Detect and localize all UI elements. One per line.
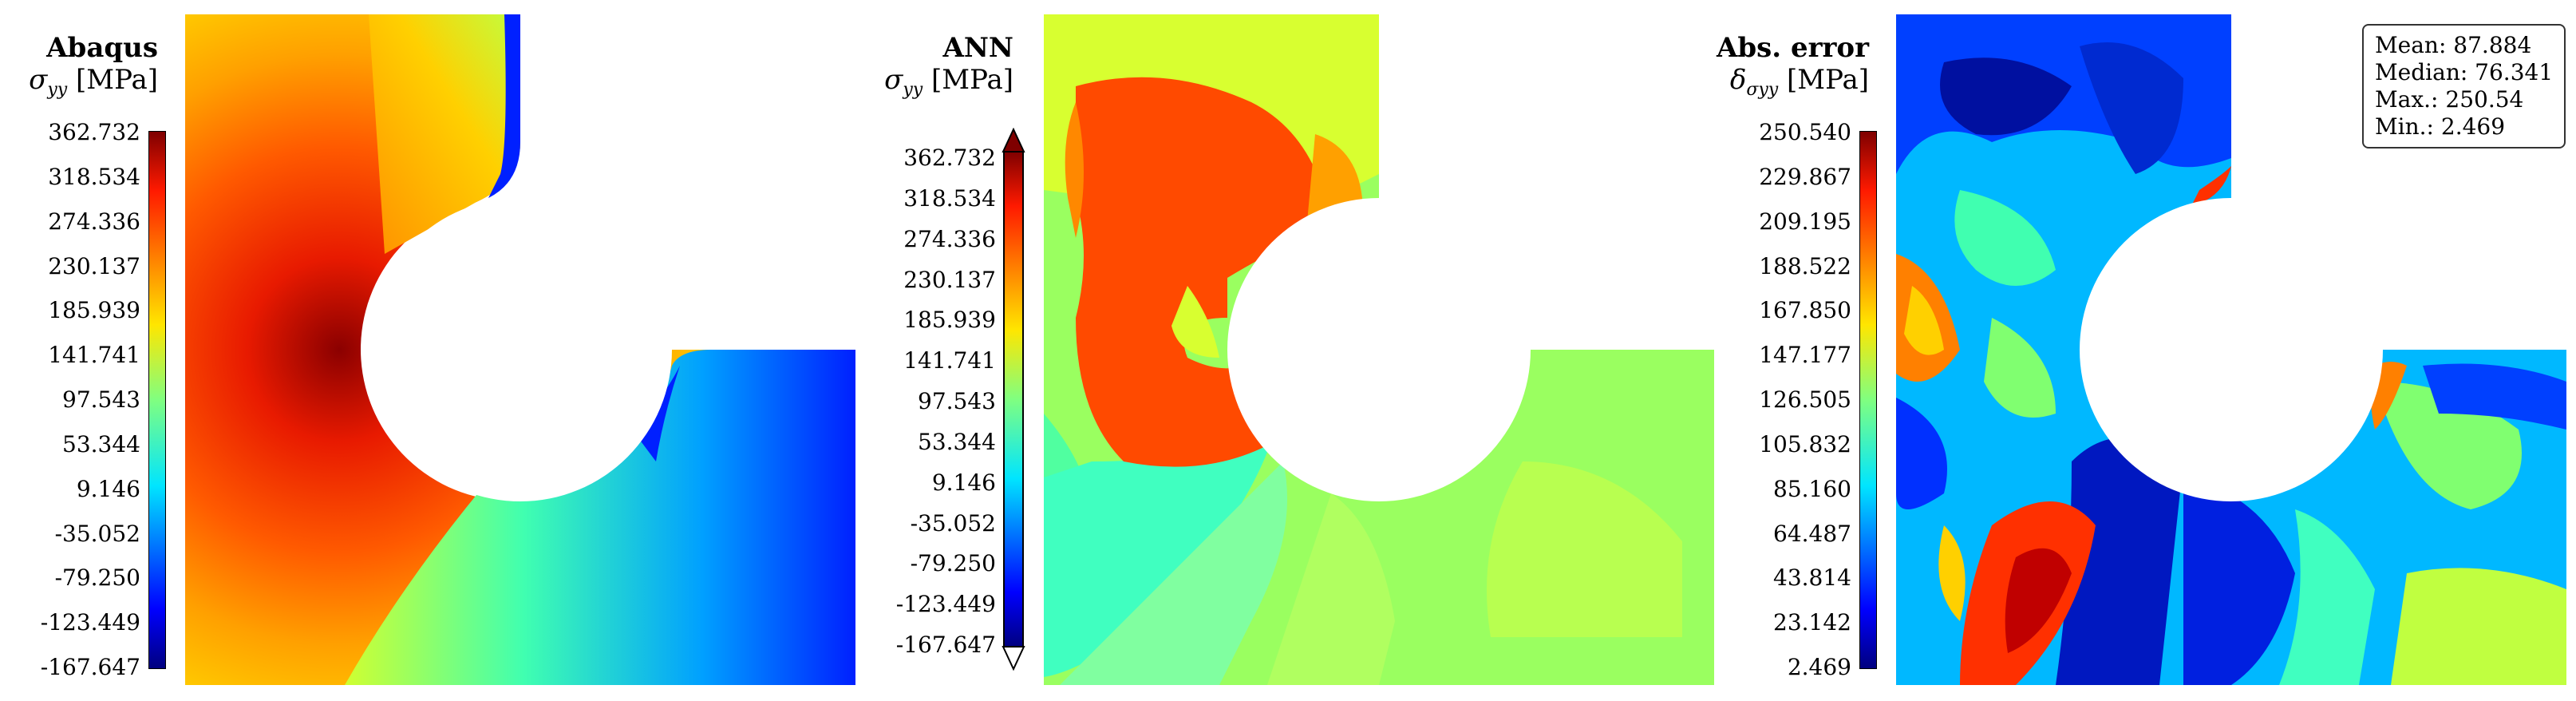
colorbar-tick-label: 188.522 [1759, 252, 1851, 279]
error-field [1896, 14, 2566, 685]
colorbar-tick-label: 185.939 [48, 297, 140, 324]
colorbar-tick-label: -35.052 [54, 520, 140, 547]
panel-abs-error: Abs. error δσyy [MPa] 250.540 229.867 209.… [1711, 0, 2576, 701]
statistics-box: Mean: 87.884 Median: 76.341 Max.: 250.54… [2362, 24, 2566, 149]
colorbar-tick-label: 9.146 [931, 469, 996, 496]
panel-ann: ANN σyy [MPa] 362.732 318.534 274.336 230.1… [855, 0, 1717, 701]
colorbar-tick-label: 229.867 [1759, 163, 1851, 190]
colorbar-tick-label: 209.195 [1759, 208, 1851, 235]
colorbar-tick-label: -123.449 [895, 591, 996, 618]
colorbar-tick-label: 9.146 [76, 475, 140, 502]
colorbar-tick-label: 230.137 [48, 252, 140, 279]
colorbar-tick-label: 2.469 [1787, 654, 1851, 680]
quantity-subscript: σyy [1746, 79, 1779, 100]
quantity-label: σyy [MPa] [0, 64, 158, 106]
quantity-symbol: σ [29, 64, 48, 96]
stat-max: Max.: 250.54 [2375, 86, 2524, 113]
colorbar-tick-label: 64.487 [1773, 520, 1851, 547]
colorbar-tick-label: 230.137 [903, 266, 996, 293]
colorbar-tick-label: 274.336 [903, 225, 996, 252]
panel-title: Abs. error δσyy [MPa] [1711, 32, 1869, 106]
colorbar-tick-label: -167.647 [40, 654, 140, 680]
colorbar-tick-label: 23.142 [1773, 609, 1851, 636]
colorbar-tick-label: 362.732 [48, 119, 140, 145]
colorbar-tick-label: 141.741 [48, 342, 140, 369]
colorbar-tick-label: 185.939 [903, 307, 996, 334]
panel-title-label: Abaqus [46, 32, 158, 64]
stat-mean: Mean: 87.884 [2375, 32, 2532, 58]
quantity-label: σyy [MPa] [855, 64, 1013, 106]
colorbar-ticks: 362.732 318.534 274.336 230.137 185.939 141.7… [855, 0, 999, 701]
colorbar-tick-label: 97.543 [62, 386, 140, 413]
unit-label: [MPa] [1787, 64, 1869, 96]
colorbar-tick-label: -35.052 [910, 509, 996, 537]
colorbar-tick-label: -123.449 [40, 609, 140, 636]
colorbar-tick-label: 43.814 [1773, 564, 1851, 592]
colorbar-ticks: 250.540 229.867 209.195 188.522 167.850 147.1… [1711, 0, 1855, 701]
colorbar-tick-label: 362.732 [903, 145, 996, 171]
colorbar-tick-label: 274.336 [48, 208, 140, 235]
stress-field-ann [1044, 14, 1714, 685]
panel-abaqus: Abaqus σyy [MPa] 362.732 318.534 274.336 23… [0, 0, 862, 701]
colorbar-tick-label: 147.177 [1759, 342, 1851, 369]
colorbar-tick-label: 318.534 [903, 184, 996, 212]
quantity-subscript: yy [47, 79, 68, 100]
colorbar [1002, 128, 1025, 671]
quantity-symbol: δ [1729, 64, 1747, 96]
stat-min: Min.: 2.469 [2375, 113, 2506, 140]
colorbar-tick-label: 53.344 [62, 430, 140, 457]
colorbar [1859, 131, 1877, 669]
colorbar [148, 131, 166, 669]
panel-title: ANN σyy [MPa] [855, 32, 1013, 106]
colorbar-tick-label: 141.741 [903, 347, 996, 374]
panel-title-label: Abs. error [1716, 32, 1869, 64]
colorbar-tick-label: 105.832 [1759, 430, 1851, 457]
colorbar-tick-label: 126.505 [1759, 386, 1851, 413]
quantity-subscript: yy [903, 79, 923, 100]
quantity-label: δσyy [MPa] [1711, 64, 1869, 106]
stress-field-abaqus [185, 14, 855, 685]
colorbar-tick-label: -167.647 [895, 632, 996, 658]
quantity-symbol: σ [884, 64, 903, 96]
colorbar-tick-label: 53.344 [918, 428, 996, 455]
stat-median: Median: 76.341 [2375, 59, 2554, 85]
colorbar-tick-label: -79.250 [54, 564, 140, 592]
colorbar-tick-label: -79.250 [910, 550, 996, 577]
colorbar-tick-label: 85.160 [1773, 475, 1851, 502]
unit-label: [MPa] [931, 64, 1013, 96]
panel-title-label: ANN [942, 32, 1013, 64]
colorbar-tick-label: 250.540 [1759, 119, 1851, 145]
colorbar-tick-label: 318.534 [48, 163, 140, 190]
colorbar-ticks: 362.732 318.534 274.336 230.137 185.939 141.7… [0, 0, 144, 701]
colorbar-tick-label: 97.543 [918, 388, 996, 414]
panel-title: Abaqus σyy [MPa] [0, 32, 158, 106]
unit-label: [MPa] [76, 64, 158, 96]
colorbar-tick-label: 167.850 [1759, 297, 1851, 324]
